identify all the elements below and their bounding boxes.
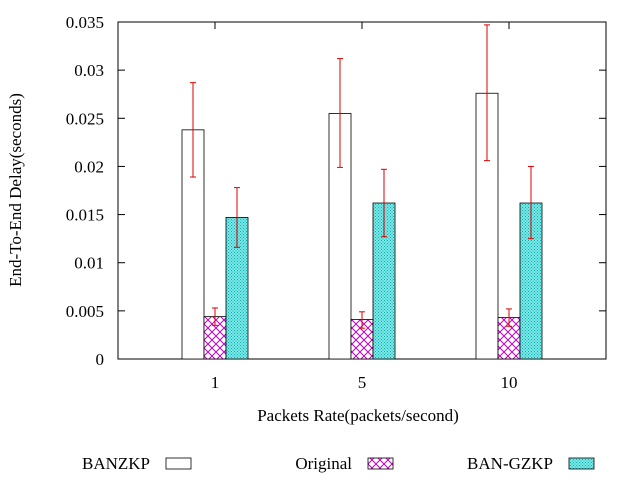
legend-swatch-ban-gzkp [568,457,595,470]
y-tick-label: 0.02 [74,157,104,176]
x-tick-label: 1 [211,373,220,392]
legend: BANZKP Original BAN-GZKP [82,454,595,473]
legend-swatch-original [367,457,394,470]
legend-swatch-banzkp [165,457,192,470]
x-tick-label: 5 [358,373,367,392]
legend-label-banzkp: BANZKP [82,454,150,473]
y-tick-label: 0.005 [66,302,104,321]
y-tick-label: 0.015 [66,206,104,225]
y-tick-label: 0.01 [74,254,104,273]
y-tick-label: 0.025 [66,109,104,128]
y-tick-label: 0 [96,350,105,369]
y-tick-label: 0.03 [74,61,104,80]
y-axis-label: End-To-End Delay(seconds) [6,93,25,287]
legend-label-ban-gzkp: BAN-GZKP [467,454,553,473]
x-tick-label: 10 [501,373,518,392]
y-tick-label: 0.035 [66,13,104,32]
legend-label-original: Original [295,454,352,473]
x-axis-label: Packets Rate(packets/second) [257,406,459,425]
